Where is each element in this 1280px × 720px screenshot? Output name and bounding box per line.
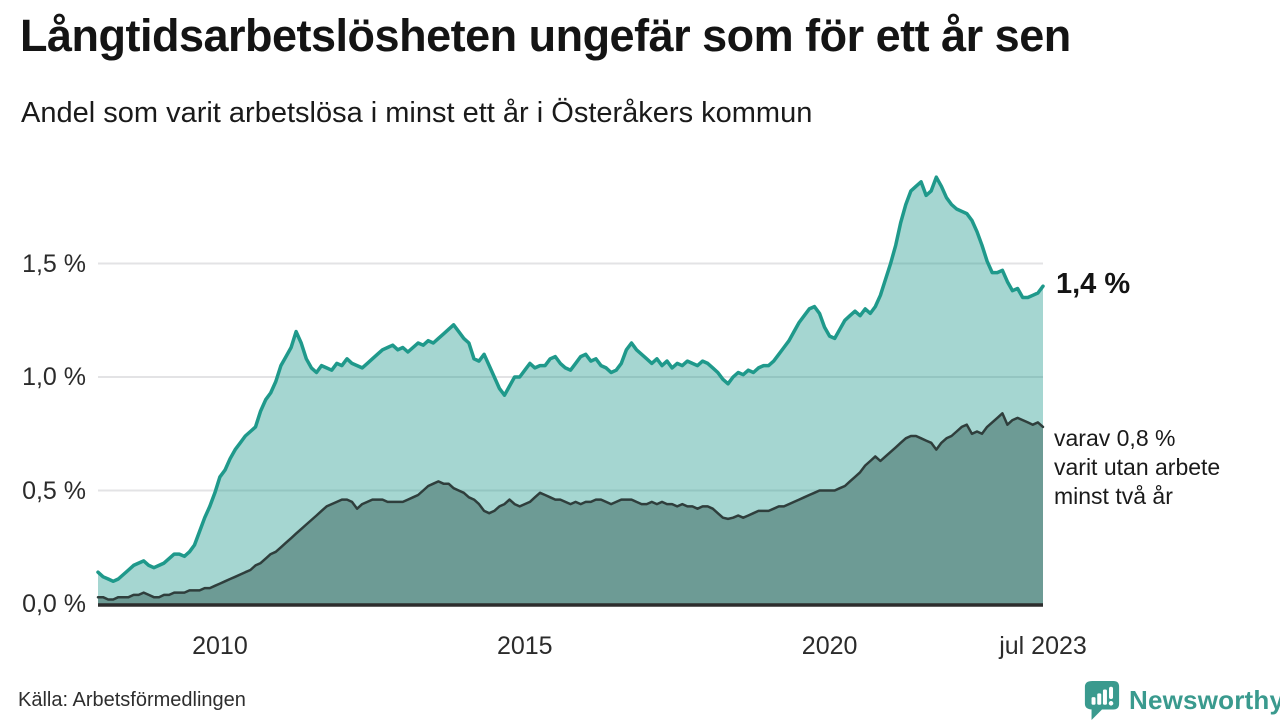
y-tick-label: 1,5 %	[22, 249, 86, 278]
secondary-annotation-line: minst två år	[1054, 483, 1173, 509]
latest-value-annotation: 1,4 %	[1056, 268, 1131, 300]
y-tick-label: 0,0 %	[22, 590, 86, 618]
chart-title: Långtidsarbetslösheten ungefär som för e…	[20, 10, 1071, 61]
secondary-annotation-line: varav 0,8 %	[1054, 425, 1176, 451]
secondary-annotation-line: varit utan arbete	[1054, 454, 1221, 480]
x-tick-label: 2010	[192, 632, 248, 660]
series-min-two-years-area	[98, 413, 1043, 604]
source-attribution: Källa: Arbetsförmedlingen	[18, 689, 246, 711]
x-tick-label: jul 2023	[999, 632, 1087, 660]
chart-subtitle: Andel som varit arbetslösa i minst ett å…	[21, 97, 813, 129]
y-tick-label: 0,5 %	[22, 476, 86, 505]
y-tick-label: 1,0 %	[22, 363, 86, 391]
x-tick-label: 2015	[496, 632, 553, 660]
series-min-one-year-line	[96, 175, 1045, 584]
secondary-series-annotation: varav 0,8 % varit utan arbete minst två …	[1054, 424, 1220, 511]
newsworthy-logo: Newsworthy	[1083, 679, 1280, 720]
series-min-two-years-line	[96, 412, 1045, 601]
newsworthy-speech-bubble-bar-chart-icon	[1084, 681, 1120, 720]
newsworthy-wordmark: Newsworthy	[1129, 684, 1280, 715]
x-tick-label: 2020	[801, 632, 858, 660]
